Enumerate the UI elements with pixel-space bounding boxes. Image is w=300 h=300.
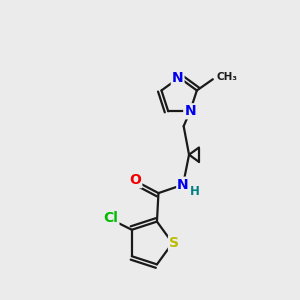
Text: S: S <box>169 236 179 250</box>
Text: N: N <box>177 178 189 192</box>
Text: Cl: Cl <box>103 211 118 225</box>
Text: N: N <box>184 104 196 118</box>
Text: H: H <box>190 185 200 198</box>
Text: N: N <box>172 70 184 85</box>
Text: O: O <box>129 173 141 187</box>
Text: CH₃: CH₃ <box>216 73 237 82</box>
